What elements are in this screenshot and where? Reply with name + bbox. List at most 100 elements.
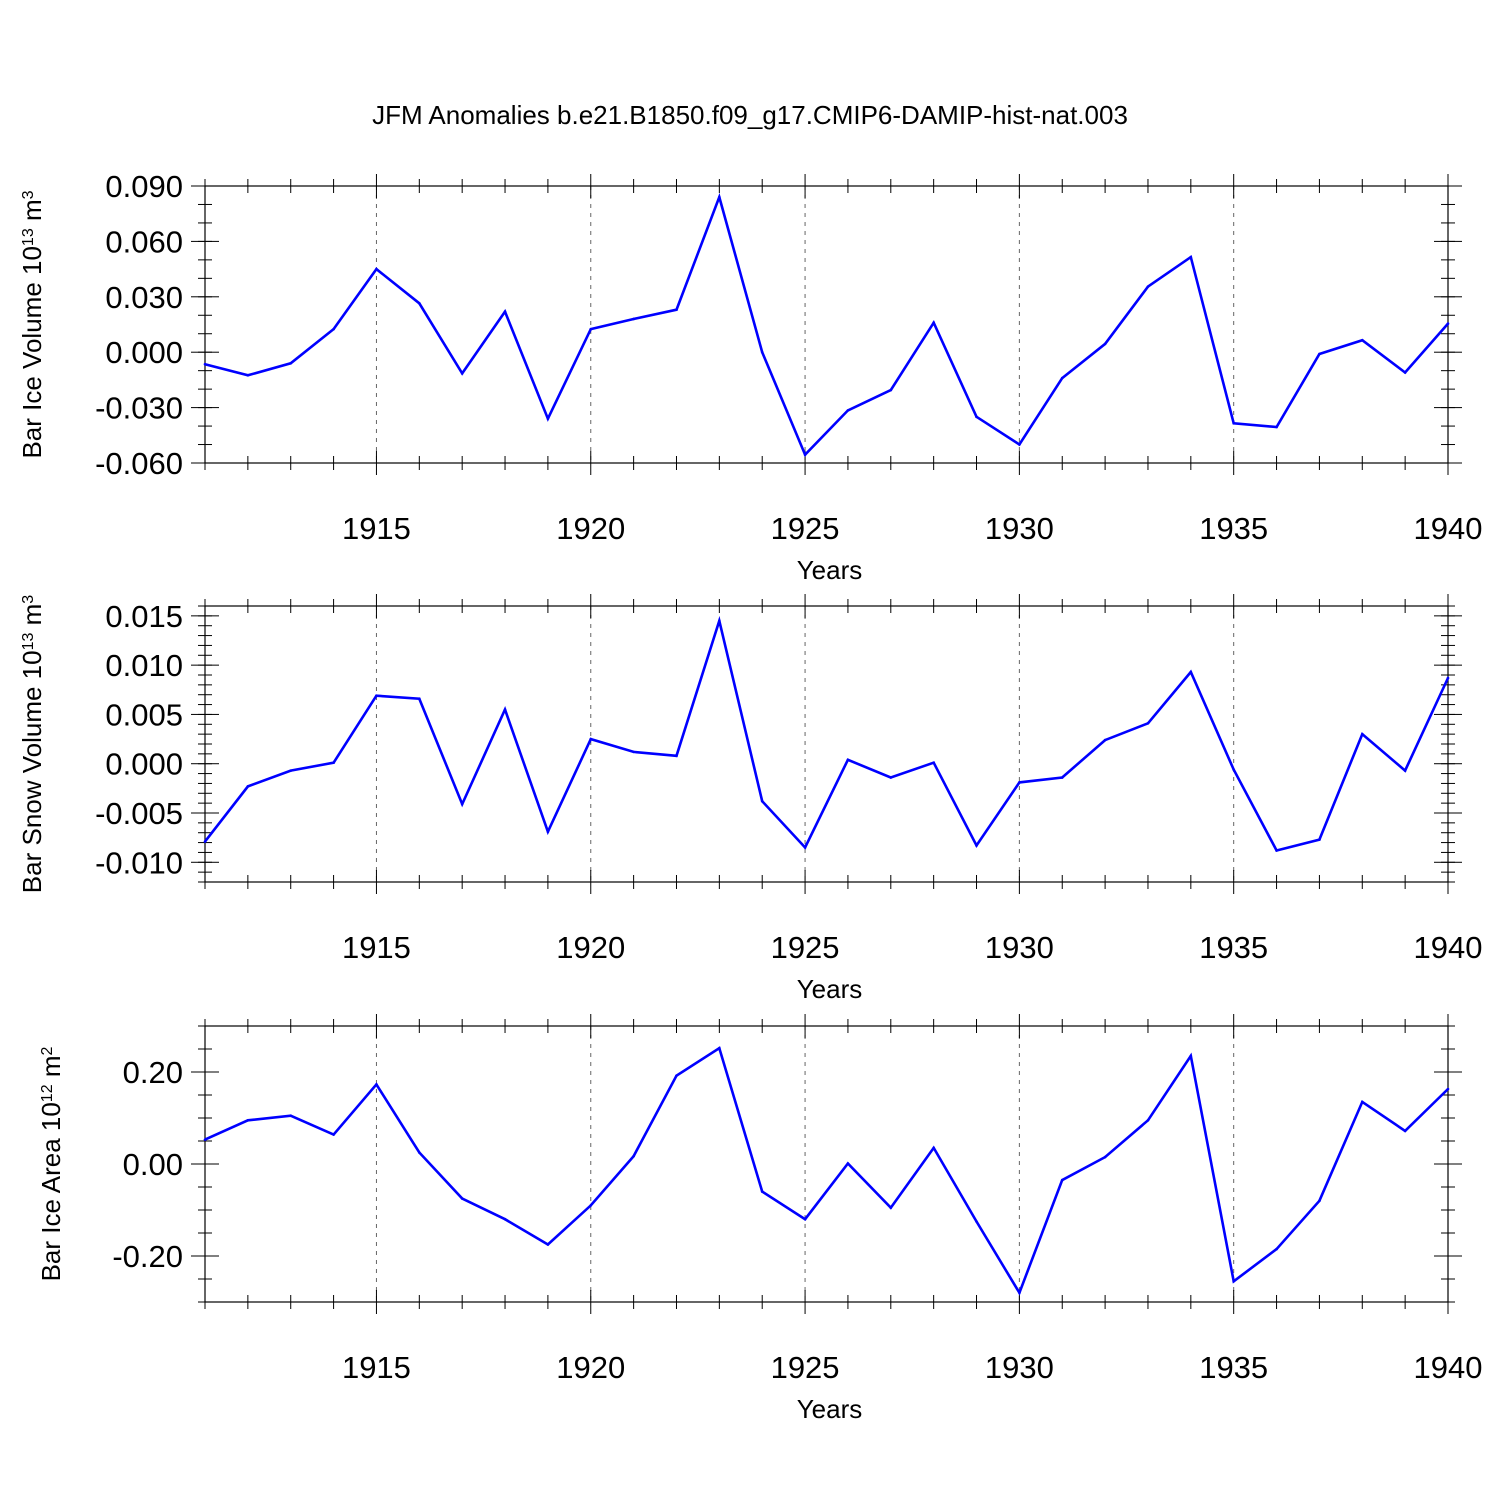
y-tick-label: -0.060 — [95, 446, 183, 481]
data-point — [1060, 376, 1064, 380]
data-point — [246, 785, 250, 788]
data-point — [418, 1151, 421, 1154]
y-tick-label: 0.015 — [105, 599, 183, 634]
y-tick-label: -0.010 — [95, 845, 183, 880]
data-point — [975, 415, 978, 419]
x-tick-label: 1930 — [985, 511, 1054, 546]
data-point — [1360, 338, 1364, 342]
data-point — [203, 1138, 207, 1141]
y-axis-label: Bar Snow Volume 1013 m3 — [17, 595, 47, 894]
chart-title: JFM Anomalies b.e21.B1850.f09_g17.CMIP6-… — [372, 100, 1128, 130]
data-point — [1403, 769, 1407, 772]
data-point — [589, 327, 593, 331]
chart-panel-1: -0.060 -0.030 0.000 0.030 0.060 0.090 1915 1920… — [17, 169, 1482, 585]
x-tick-label: 1935 — [1199, 1350, 1268, 1385]
x-tick-label: 1915 — [342, 1350, 411, 1385]
x-tick-label: 1930 — [985, 1350, 1054, 1385]
data-point — [1103, 342, 1107, 346]
data-point — [375, 267, 378, 271]
data-point — [803, 1217, 807, 1221]
series-line — [204, 1046, 1449, 1296]
y-tick-label: 0.20 — [123, 1055, 183, 1090]
data-point — [846, 1162, 850, 1165]
data-point — [975, 1220, 978, 1223]
data-point — [889, 388, 893, 392]
data-point — [460, 372, 464, 375]
data-point — [1318, 1199, 1321, 1203]
data-point — [889, 776, 893, 779]
data-point — [332, 761, 335, 765]
series-line — [203, 615, 1450, 853]
data-point — [589, 1204, 593, 1207]
data-point — [1446, 322, 1450, 325]
data-point — [632, 1154, 635, 1158]
x-tick-label: 1915 — [342, 511, 411, 546]
data-point — [803, 453, 807, 456]
y-tick-label: -0.005 — [95, 796, 183, 831]
data-point — [1318, 352, 1321, 356]
x-tick-label: 1925 — [771, 511, 840, 546]
data-point — [1189, 670, 1193, 674]
data-point — [246, 1119, 250, 1122]
data-point — [1146, 722, 1150, 725]
x-tick-label: 1920 — [556, 1350, 625, 1385]
data-point — [718, 195, 721, 199]
data-point — [675, 1074, 678, 1077]
data-point — [546, 830, 550, 834]
y-tick-label: -0.030 — [95, 391, 183, 426]
data-point — [1360, 1100, 1364, 1104]
plot-frame — [204, 185, 1449, 464]
data-point — [546, 1243, 550, 1246]
data-point — [289, 769, 293, 772]
data-point — [889, 1206, 893, 1209]
data-point — [1189, 255, 1193, 259]
x-axis-label: Years — [797, 974, 863, 1004]
x-tick-label: 1925 — [771, 930, 840, 965]
y-tick-label: 0.000 — [105, 335, 183, 370]
data-point — [675, 308, 678, 312]
data-point — [975, 844, 978, 847]
x-tick-label: 1920 — [556, 511, 625, 546]
y-tick-label: 0.090 — [105, 169, 183, 204]
data-point — [332, 327, 335, 331]
y-tick-label: -0.20 — [112, 1239, 183, 1274]
data-point — [1446, 1087, 1450, 1091]
y-tick-label: 0.000 — [105, 747, 183, 782]
data-point — [932, 1146, 935, 1150]
plot-frame — [204, 605, 1449, 883]
data-point — [589, 737, 593, 741]
data-point — [503, 708, 507, 711]
data-point — [503, 1217, 507, 1221]
data-point — [1403, 371, 1407, 374]
y-tick-label: 0.00 — [123, 1147, 183, 1182]
data-point — [632, 317, 635, 321]
data-point — [846, 758, 850, 762]
y-axis-label: Bar Ice Volume 1013 m3 — [17, 190, 47, 458]
data-point — [289, 361, 293, 365]
x-tick-label: 1935 — [1199, 511, 1268, 546]
data-point — [1232, 421, 1235, 425]
data-point — [332, 1133, 335, 1136]
data-point — [718, 619, 721, 623]
x-tick-label: 1925 — [771, 1350, 840, 1385]
data-point — [1318, 838, 1321, 841]
y-tick-label: 0.010 — [105, 648, 183, 683]
data-point — [1018, 1291, 1021, 1295]
x-tick-label: 1915 — [342, 930, 411, 965]
x-tick-label: 1930 — [985, 930, 1054, 965]
data-point — [718, 1046, 721, 1050]
chart-panel-2: -0.010 -0.005 0.000 0.005 0.010 0.015 1915 1920… — [17, 594, 1482, 1004]
data-point — [675, 754, 678, 758]
x-tick-label: 1935 — [1199, 930, 1268, 965]
data-point — [1275, 849, 1278, 852]
x-tick-label: 1920 — [556, 930, 625, 965]
data-point — [1060, 1178, 1064, 1182]
data-point — [418, 697, 421, 700]
data-point — [1275, 425, 1278, 429]
data-point — [375, 1083, 378, 1086]
data-point — [460, 1197, 464, 1200]
data-point — [1146, 285, 1150, 288]
data-point — [1232, 768, 1235, 771]
data-point — [375, 694, 378, 697]
